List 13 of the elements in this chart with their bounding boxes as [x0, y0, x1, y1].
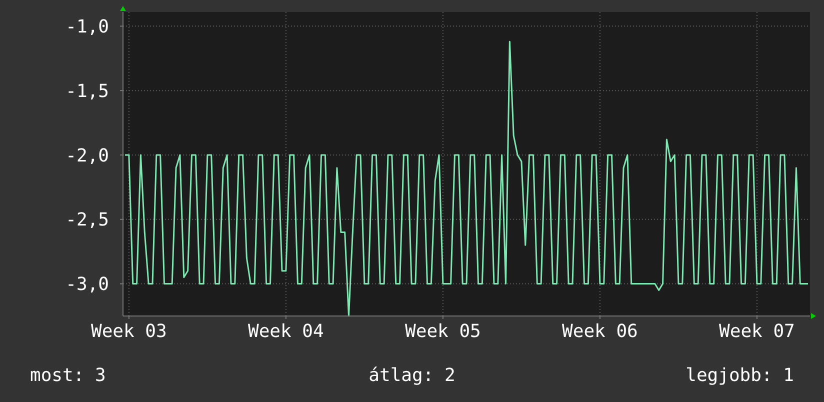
y-tick-label: -2,5 [66, 210, 109, 231]
x-tick-label: Week 07 [719, 321, 795, 342]
x-tick-label: Week 06 [562, 321, 638, 342]
y-tick-label: -3,0 [66, 274, 109, 296]
text: legjobb: 1 [686, 365, 794, 386]
x-tick-label: Week 05 [405, 321, 481, 342]
x-tick-label: Week 04 [248, 321, 324, 342]
y-tick-label: -1,0 [66, 16, 109, 38]
y-tick-label: -1,5 [66, 80, 109, 102]
x-tick-label: Week 03 [90, 321, 167, 342]
y-tick-label: -2,0 [66, 145, 109, 166]
text: átlag: 2 [368, 365, 456, 386]
text: most: 3 [30, 365, 106, 386]
